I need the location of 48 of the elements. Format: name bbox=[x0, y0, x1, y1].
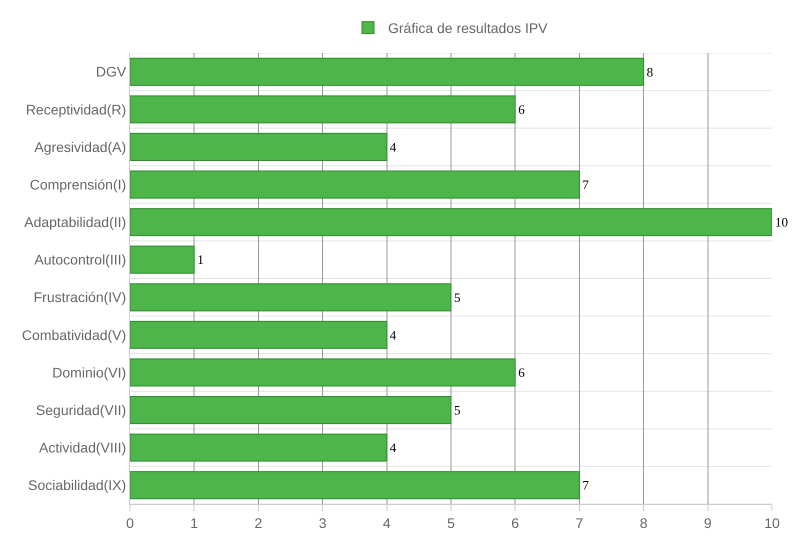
bar bbox=[130, 132, 388, 161]
x-tick-label: 6 bbox=[511, 514, 520, 531]
x-tick-label: 2 bbox=[254, 514, 262, 531]
data-label: 7 bbox=[582, 478, 590, 493]
x-tick-label: 4 bbox=[382, 514, 391, 531]
bar bbox=[130, 283, 452, 312]
y-tick-label: Receptividad(R) bbox=[26, 101, 126, 118]
y-tick-label: Autocontrol(III) bbox=[34, 252, 126, 268]
y-tick-label: Actividad(VIII) bbox=[39, 440, 126, 456]
data-label: 5 bbox=[454, 402, 460, 418]
bar bbox=[130, 396, 452, 424]
bar bbox=[130, 95, 516, 124]
y-tick-label: Adaptabilidad(II) bbox=[24, 214, 126, 230]
bar bbox=[130, 208, 772, 236]
bar bbox=[130, 170, 580, 199]
x-tick-label: 0 bbox=[126, 514, 134, 531]
bar bbox=[130, 246, 195, 274]
y-tick-label: Agresividad(A) bbox=[34, 138, 126, 155]
y-tick-label: Comprensión(I) bbox=[30, 176, 126, 192]
y-tick-label: Frustración(IV) bbox=[34, 289, 126, 306]
y-tick-label: Combatividad(V) bbox=[22, 326, 126, 343]
x-tick-label: 9 bbox=[704, 514, 712, 531]
data-label: 6 bbox=[518, 364, 526, 380]
data-label: 4 bbox=[390, 139, 397, 154]
bar bbox=[130, 358, 516, 386]
data-label: 7 bbox=[582, 177, 590, 192]
data-label: 5 bbox=[454, 290, 460, 305]
x-tick-label: 7 bbox=[576, 514, 584, 531]
bar bbox=[130, 58, 644, 86]
bar bbox=[130, 434, 388, 462]
x-tick-label: 5 bbox=[447, 514, 456, 531]
bar bbox=[130, 320, 388, 349]
legend-label: Gráfica de resultados IPV bbox=[388, 20, 548, 36]
x-tick-label: 8 bbox=[640, 514, 648, 531]
y-tick-label: Sociabilidad(IX) bbox=[28, 477, 126, 494]
y-tick-label: Dominio(VI) bbox=[52, 364, 126, 380]
y-tick-label: Seguridad(VII) bbox=[36, 402, 126, 418]
x-tick-label: 1 bbox=[190, 514, 198, 531]
x-tick-label: 3 bbox=[318, 514, 327, 531]
x-tick-label: 10 bbox=[764, 514, 780, 531]
data-label: 6 bbox=[518, 102, 526, 117]
data-label: 4 bbox=[390, 440, 397, 456]
data-label: 8 bbox=[646, 64, 654, 80]
data-label: 1 bbox=[197, 252, 204, 268]
y-tick-label: DGV bbox=[96, 64, 127, 80]
data-label: 4 bbox=[390, 327, 397, 342]
bar bbox=[130, 471, 580, 500]
data-label: 10 bbox=[775, 214, 788, 230]
